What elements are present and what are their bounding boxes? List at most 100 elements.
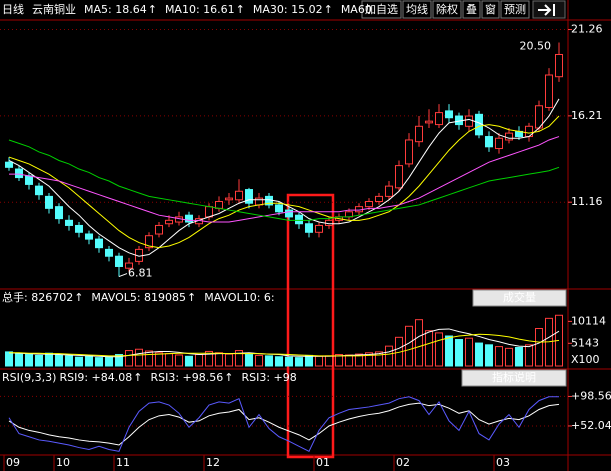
volume-bar [135,348,143,367]
x-tick-label: 10 [56,456,70,469]
indicator-line [8,402,560,446]
y-tick-label: 5143 [571,336,599,349]
volume-bar [465,337,473,367]
candle-body [65,219,73,226]
volume-bar [445,335,453,367]
candle-body [125,262,133,269]
volume-bar [265,355,273,367]
volume-bar [35,354,43,367]
x-tick-label: 11 [116,456,130,469]
volume-bar [415,319,423,367]
volume-bar [495,346,503,367]
volume-bar [125,350,133,367]
candle-body [415,125,423,143]
toolbar-button[interactable]: 叠 [466,3,477,16]
candle-body [305,223,313,233]
volume-bar [145,350,153,367]
period-label: 日线 [2,2,24,16]
button-frame[interactable] [500,0,530,19]
panel-button[interactable]: 指标说明 [492,370,536,384]
volume-bar [15,353,23,367]
volume-bar [155,352,163,367]
candle-body [485,136,493,148]
volume-bar [525,344,533,367]
volume-bar [295,357,303,367]
toolbar-button[interactable]: 除权 [436,2,458,16]
toolbar-button[interactable]: 均线 [406,2,428,16]
volume-bar [65,355,73,367]
legend-label: RSI3: +98.56 [150,371,223,384]
y-tick-label: 11.16 [571,195,603,208]
volume-bar [185,355,193,367]
legend-label: ↑ [187,291,196,304]
volume-bar [25,354,33,367]
indicator-line [8,396,559,453]
candle-body [255,197,263,206]
button-frame[interactable] [361,0,402,19]
volume-bar [75,356,83,367]
stock-name: 云南铜业 [32,2,76,16]
volume-bar [535,328,543,367]
volume-bar [285,356,293,367]
x-tick-label: 01 [316,456,330,469]
candle-body [435,112,443,126]
x-tick-label: 09 [6,456,20,469]
y-tick-label: 10114 [571,314,606,327]
volume-bar [45,352,53,367]
y-tick-label: 21.26 [571,23,603,36]
volume-bar [205,350,213,367]
candle-body [25,175,33,185]
button-frame[interactable] [481,0,500,19]
toolbar-button[interactable]: 窗 [485,2,496,16]
panel-button[interactable]: 成交量 [503,290,536,304]
volume-bar [235,350,243,367]
legend-label: MAVOL10: 6: [204,291,274,304]
button-frame[interactable] [402,0,432,19]
volume-bar [95,357,103,367]
toolbar-button[interactable]: 预测 [504,3,526,16]
candle-body [85,233,93,240]
volume-bar [475,342,483,367]
volume-bar [425,330,433,367]
panel-button-frame[interactable] [472,289,567,307]
legend-label: RSI3: +98 [241,371,296,384]
y-tick-label: +98.56 [571,389,611,402]
candle-body [205,206,213,218]
volume-bar [405,325,413,367]
volume-bar [245,354,253,367]
button-frame[interactable] [432,0,462,19]
legend-label: MA10: 16.61 [165,3,235,16]
legend-label: ↑ [324,3,333,16]
volume-bar [435,332,443,367]
scroll-icon[interactable] [532,0,566,19]
candle-body [215,201,223,209]
volume-bar [195,354,203,367]
toolbar-button[interactable]: 加自选 [365,3,398,16]
indicator-line [8,98,560,257]
candle-body [285,209,293,218]
volume-bar [355,353,363,367]
candle-body [45,195,53,209]
volume-bar [215,352,223,367]
volume-bar [275,356,283,367]
volume-bar [175,354,183,367]
candle-body [35,185,43,196]
indicator-line [9,136,560,223]
candle-body [245,189,253,204]
indicator-line [8,328,560,358]
legend-label: MAVOL5: 819085 [91,291,186,304]
volume-bar [105,356,113,367]
candle-body [155,224,163,235]
volume-bar [455,339,463,367]
candle-body [55,206,63,220]
legend-label: ↑ [148,3,157,16]
x-tick-label: 03 [496,456,510,469]
candle-body [235,190,243,201]
x-tick-label: 02 [396,456,410,469]
volume-bar [325,355,333,367]
button-frame[interactable] [462,0,481,19]
candle-body [375,195,383,203]
panel-button-frame[interactable] [461,369,567,387]
volume-bar [385,345,393,367]
volume-bar [365,352,373,367]
